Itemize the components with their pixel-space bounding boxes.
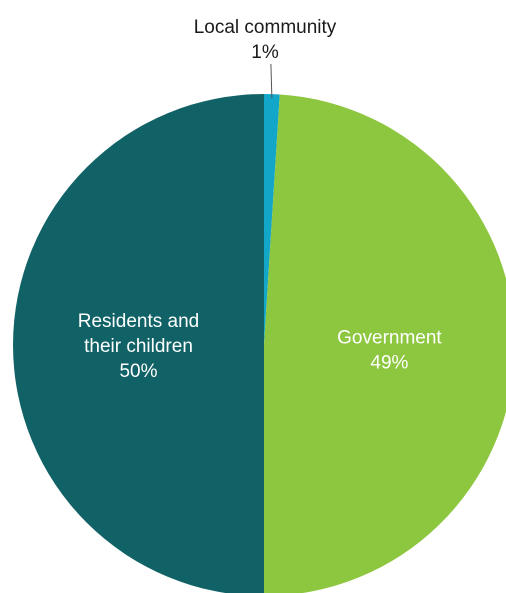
slice-name-local-community: Local community	[194, 17, 337, 38]
slice-name-government: Government	[337, 327, 442, 348]
slice-name-residents-and-their-children: Residents and	[78, 311, 199, 332]
slice-labels: Local community 1% Government 49% Residents …	[78, 17, 443, 382]
slice-value-government: 49%	[370, 352, 408, 373]
slice-label-residents-and-their-children: Residents and their children 50%	[78, 311, 199, 382]
pie-slice-local-community	[264, 94, 280, 345]
pie-slice-government	[264, 94, 506, 593]
leader-line-local-community	[270, 63, 273, 99]
slice-value-residents-and-their-children: 50%	[119, 361, 157, 382]
slice-label-local-community: Local community 1%	[194, 17, 337, 63]
slice-value-local-community: 1%	[251, 42, 279, 63]
pie-slice-residents-and-their-children	[13, 94, 264, 593]
slice-name-residents-and-their-children: their children	[84, 336, 193, 357]
slice-label-government: Government 49%	[337, 327, 442, 373]
pie-slices	[13, 94, 506, 593]
leader-lines	[270, 63, 273, 99]
